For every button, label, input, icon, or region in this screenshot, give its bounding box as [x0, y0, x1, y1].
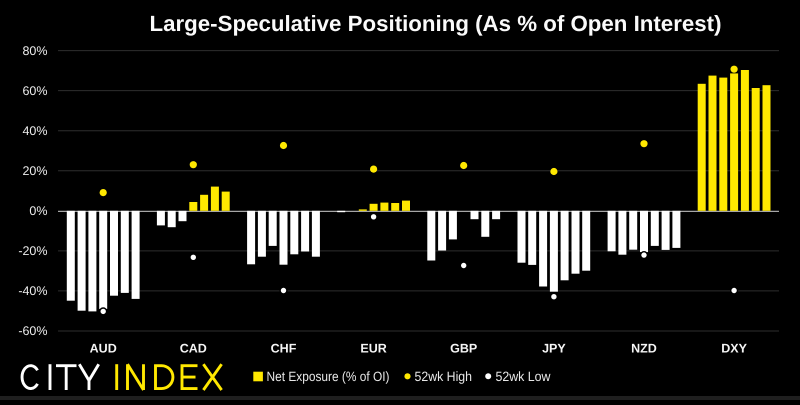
svg-text:AUD: AUD [90, 342, 117, 356]
svg-text:80%: 80% [22, 44, 47, 58]
svg-text:Net Exposure (% of OI): Net Exposure (% of OI) [267, 369, 390, 384]
svg-text:EUR: EUR [360, 342, 386, 356]
svg-text:CHF: CHF [271, 342, 297, 356]
svg-text:DXY: DXY [721, 342, 747, 356]
svg-text:60%: 60% [22, 84, 47, 98]
svg-text:CAD: CAD [180, 342, 207, 356]
svg-text:52wk Low: 52wk Low [496, 369, 551, 384]
svg-text:40%: 40% [22, 124, 47, 138]
svg-text:20%: 20% [22, 164, 47, 178]
svg-text:NZD: NZD [631, 342, 657, 356]
svg-text:-40%: -40% [18, 284, 47, 298]
svg-text:Large-Speculative Positioning: Large-Speculative Positioning (As % of O… [150, 11, 722, 36]
svg-text:JPY: JPY [542, 342, 566, 356]
svg-text:0%: 0% [29, 204, 47, 218]
svg-text:GBP: GBP [450, 342, 477, 356]
svg-text:-20%: -20% [18, 244, 47, 258]
svg-text:-60%: -60% [18, 324, 47, 338]
svg-text:52wk High: 52wk High [415, 369, 473, 384]
